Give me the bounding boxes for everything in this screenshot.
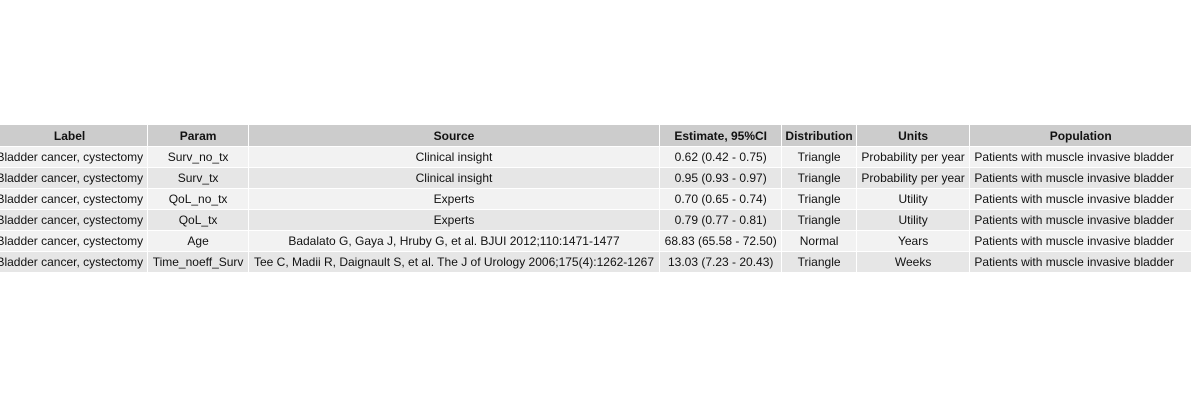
param-cell: Surv_no_tx — [147, 146, 249, 168]
table-row: Bladder cancer, cystectomy Time_noeff_Su… — [0, 251, 1192, 273]
units-cell: Probability per year — [856, 167, 971, 189]
param-cell: Surv_tx — [147, 167, 249, 189]
distribution-cell: Triangle — [781, 251, 857, 273]
column-header-label[interactable]: Label — [0, 125, 149, 147]
param-cell: QoL_no_tx — [147, 188, 249, 210]
population-cell: Patients with muscle invasive bladder — [969, 167, 1192, 189]
estimate-cell: 0.70 (0.65 - 0.74) — [659, 188, 783, 210]
units-cell: Weeks — [856, 251, 971, 273]
estimate-cell: 0.79 (0.77 - 0.81) — [659, 209, 783, 231]
label-cell: Bladder cancer, cystectomy — [0, 146, 149, 168]
label-cell: Bladder cancer, cystectomy — [0, 230, 149, 252]
distribution-cell: Triangle — [781, 167, 857, 189]
population-cell: Patients with muscle invasive bladder — [969, 230, 1192, 252]
source-cell: Badalato G, Gaya J, Hruby G, et al. BJUI… — [248, 230, 661, 252]
table-row: Bladder cancer, cystectomy QoL_tx Expert… — [0, 209, 1192, 231]
table-row: Bladder cancer, cystectomy QoL_no_tx Exp… — [0, 188, 1192, 210]
source-cell: Clinical insight — [248, 146, 661, 168]
label-cell: Bladder cancer, cystectomy — [0, 209, 149, 231]
param-cell: Time_noeff_Surv — [147, 251, 249, 273]
source-cell: Clinical insight — [248, 167, 661, 189]
source-cell: Experts — [248, 188, 661, 210]
estimate-cell: 68.83 (65.58 - 72.50) — [659, 230, 783, 252]
label-cell: Bladder cancer, cystectomy — [0, 188, 149, 210]
estimate-cell: 0.62 (0.42 - 0.75) — [659, 146, 783, 168]
units-cell: Years — [856, 230, 971, 252]
column-header-param[interactable]: Param — [147, 125, 249, 147]
column-header-population[interactable]: Population — [969, 125, 1192, 147]
table-row: Bladder cancer, cystectomy Age Badalato … — [0, 230, 1192, 252]
distribution-cell: Normal — [781, 230, 857, 252]
units-cell: Utility — [856, 188, 971, 210]
param-cell: QoL_tx — [147, 209, 249, 231]
param-cell: Age — [147, 230, 249, 252]
parameter-table: Label Param Source Estimate, 95%CI Distr… — [0, 125, 1192, 273]
population-cell: Patients with muscle invasive bladder — [969, 251, 1192, 273]
column-header-source[interactable]: Source — [248, 125, 661, 147]
column-header-units[interactable]: Units — [856, 125, 971, 147]
population-cell: Patients with muscle invasive bladder — [969, 188, 1192, 210]
column-header-distribution[interactable]: Distribution — [781, 125, 857, 147]
estimate-cell: 0.95 (0.93 - 0.97) — [659, 167, 783, 189]
units-cell: Utility — [856, 209, 971, 231]
distribution-cell: Triangle — [781, 188, 857, 210]
source-cell: Experts — [248, 209, 661, 231]
distribution-cell: Triangle — [781, 209, 857, 231]
estimate-cell: 13.03 (7.23 - 20.43) — [659, 251, 783, 273]
parameter-table-viewport: Label Param Source Estimate, 95%CI Distr… — [0, 125, 1200, 275]
distribution-cell: Triangle — [781, 146, 857, 168]
table-header-row: Label Param Source Estimate, 95%CI Distr… — [0, 125, 1192, 147]
source-cell: Tee C, Madii R, Daignault S, et al. The … — [248, 251, 661, 273]
column-header-estimate[interactable]: Estimate, 95%CI — [659, 125, 783, 147]
table-row: Bladder cancer, cystectomy Surv_tx Clini… — [0, 167, 1192, 189]
label-cell: Bladder cancer, cystectomy — [0, 167, 149, 189]
units-cell: Probability per year — [856, 146, 971, 168]
table-row: Bladder cancer, cystectomy Surv_no_tx Cl… — [0, 146, 1192, 168]
label-cell: Bladder cancer, cystectomy — [0, 251, 149, 273]
population-cell: Patients with muscle invasive bladder — [969, 146, 1192, 168]
population-cell: Patients with muscle invasive bladder — [969, 209, 1192, 231]
